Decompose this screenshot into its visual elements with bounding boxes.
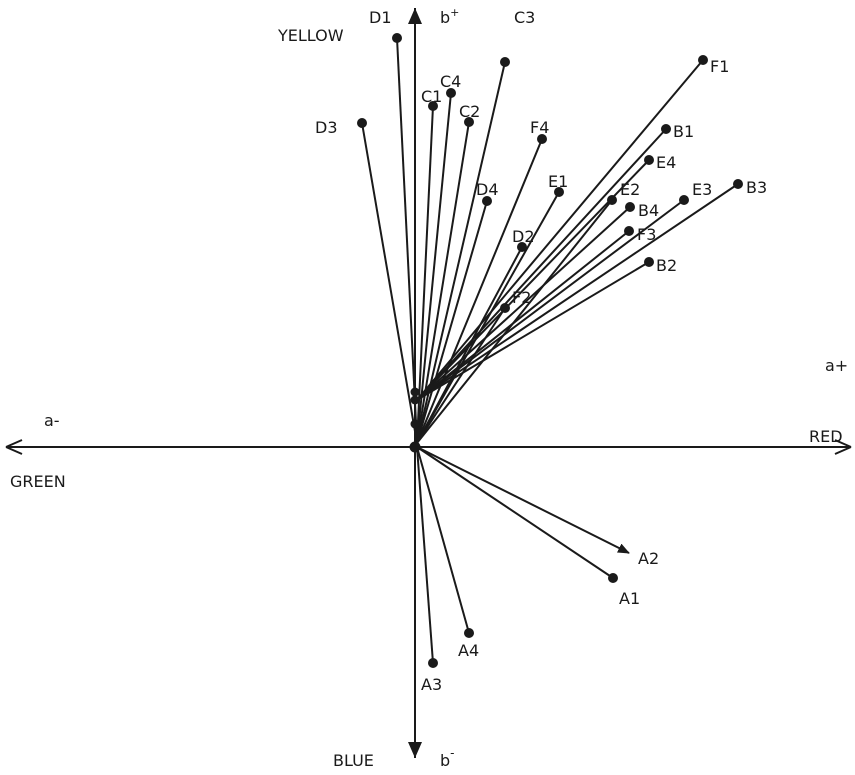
vector-line-f2 xyxy=(416,307,506,444)
vector-line-a3 xyxy=(416,446,434,664)
vector-line-c3 xyxy=(416,61,506,444)
axis-label-yellow: YELLOW xyxy=(277,26,344,45)
vector-label-f1: F1 xyxy=(710,57,729,76)
vector-line-a1 xyxy=(416,446,614,579)
vector-line-d4 xyxy=(416,200,488,444)
vector-label-d2: D2 xyxy=(512,227,535,246)
vector-line-b3 xyxy=(416,183,739,401)
arrow-left-icon xyxy=(5,439,23,455)
vector-line-f1 xyxy=(416,59,704,401)
arrow-right-icon xyxy=(834,439,852,455)
vector-endpoint-d1 xyxy=(392,33,402,43)
origin-cluster-point xyxy=(410,387,420,397)
vector-label-e3: E3 xyxy=(692,180,712,199)
vector-label-e1: E1 xyxy=(548,172,568,191)
axis-label-a-plus: a+ xyxy=(825,356,848,375)
vector-endpoint-b4 xyxy=(625,202,635,212)
vector-line-c4 xyxy=(416,92,452,444)
origin-point xyxy=(409,441,421,453)
vector-endpoint-b2 xyxy=(644,257,654,267)
axis-label-b-minus-base: b xyxy=(440,751,450,770)
vector-endpoint-c2 xyxy=(464,117,474,127)
axis-label-b-minus-sup: - xyxy=(450,746,454,760)
vector-endpoint-e3 xyxy=(679,195,689,205)
vector-label-d4: D4 xyxy=(476,180,499,199)
vector-endpoint-a4 xyxy=(464,628,474,638)
vector-line-e1 xyxy=(416,191,560,444)
vector-label-c3: C3 xyxy=(514,8,535,27)
axis-label-b-plus-base: b xyxy=(440,8,450,27)
vector-endpoint-b1 xyxy=(661,124,671,134)
vector-line-d3 xyxy=(361,122,418,444)
vector-line-f3 xyxy=(416,230,630,401)
axis-label-b-plus-sup: + xyxy=(450,6,459,19)
vector-endpoint-e1 xyxy=(554,187,564,197)
axis-label-b-plus: b+ xyxy=(440,6,459,27)
vector-endpoint-c3 xyxy=(500,57,510,67)
arrow-up-icon xyxy=(408,8,422,24)
vector-endpoint-a1 xyxy=(608,573,618,583)
vector-line-b4 xyxy=(416,206,631,401)
vector-label-a4: A4 xyxy=(458,641,479,660)
vector-label-b3: B3 xyxy=(746,178,767,197)
vector-line-b2 xyxy=(416,261,650,401)
arrow-down-icon xyxy=(408,742,422,758)
vector-label-c1: C1 xyxy=(421,87,442,106)
vector-line-f4 xyxy=(416,138,543,444)
vector-label-b1: B1 xyxy=(673,122,694,141)
vector-line-b1 xyxy=(416,128,667,401)
vector-line-c1 xyxy=(416,105,434,444)
axis-label-red: RED xyxy=(809,427,843,446)
vector-label-b2: B2 xyxy=(656,256,677,275)
vector-line-a2 xyxy=(416,446,630,554)
vector-label-f4: F4 xyxy=(530,118,549,137)
vector-label-a1: A1 xyxy=(619,589,640,608)
vector-label-b4: B4 xyxy=(638,201,659,220)
vector-endpoint-f4 xyxy=(537,134,547,144)
vector-endpoint-d3 xyxy=(357,118,367,128)
vector-label-f2: F2 xyxy=(512,288,531,307)
vector-endpoint-d2 xyxy=(517,242,527,252)
vector-endpoint-a3 xyxy=(428,658,438,668)
axis-label-green: GREEN xyxy=(10,472,66,491)
origin-cluster-point xyxy=(410,395,420,405)
axis-label-a-minus: a- xyxy=(44,411,60,430)
vector-endpoint-f3 xyxy=(624,226,634,236)
vector-line-d1 xyxy=(396,37,418,444)
vector-label-e4: E4 xyxy=(656,153,676,172)
vector-endpoint-e4 xyxy=(644,155,654,165)
vector-endpoint-f1 xyxy=(698,55,708,65)
origin-cluster-point xyxy=(410,419,420,429)
vector-label-e2: E2 xyxy=(620,180,640,199)
vector-endpoint-b3 xyxy=(733,179,743,189)
vector-endpoint-e2 xyxy=(607,195,617,205)
vector-endpoint-f2 xyxy=(500,303,510,313)
axis-label-b-minus: b- xyxy=(440,746,455,770)
vector-line-a4 xyxy=(416,446,470,634)
vector-label-c2: C2 xyxy=(459,102,480,121)
vector-line-d2 xyxy=(416,246,523,444)
axis-label-blue: BLUE xyxy=(333,751,374,770)
vector-label-c4: C4 xyxy=(440,72,461,91)
vector-label-a2: A2 xyxy=(638,549,659,568)
vector-label-a3: A3 xyxy=(421,675,442,694)
vector-label-d3: D3 xyxy=(315,118,338,137)
vector-label-f3: F3 xyxy=(637,225,656,244)
vector-endpoint-d4 xyxy=(482,196,492,206)
vector-label-d1: D1 xyxy=(369,8,392,27)
vector-endpoint-c1 xyxy=(428,101,438,111)
vector-endpoint-c4 xyxy=(446,88,456,98)
vector-line-e3 xyxy=(416,199,685,401)
